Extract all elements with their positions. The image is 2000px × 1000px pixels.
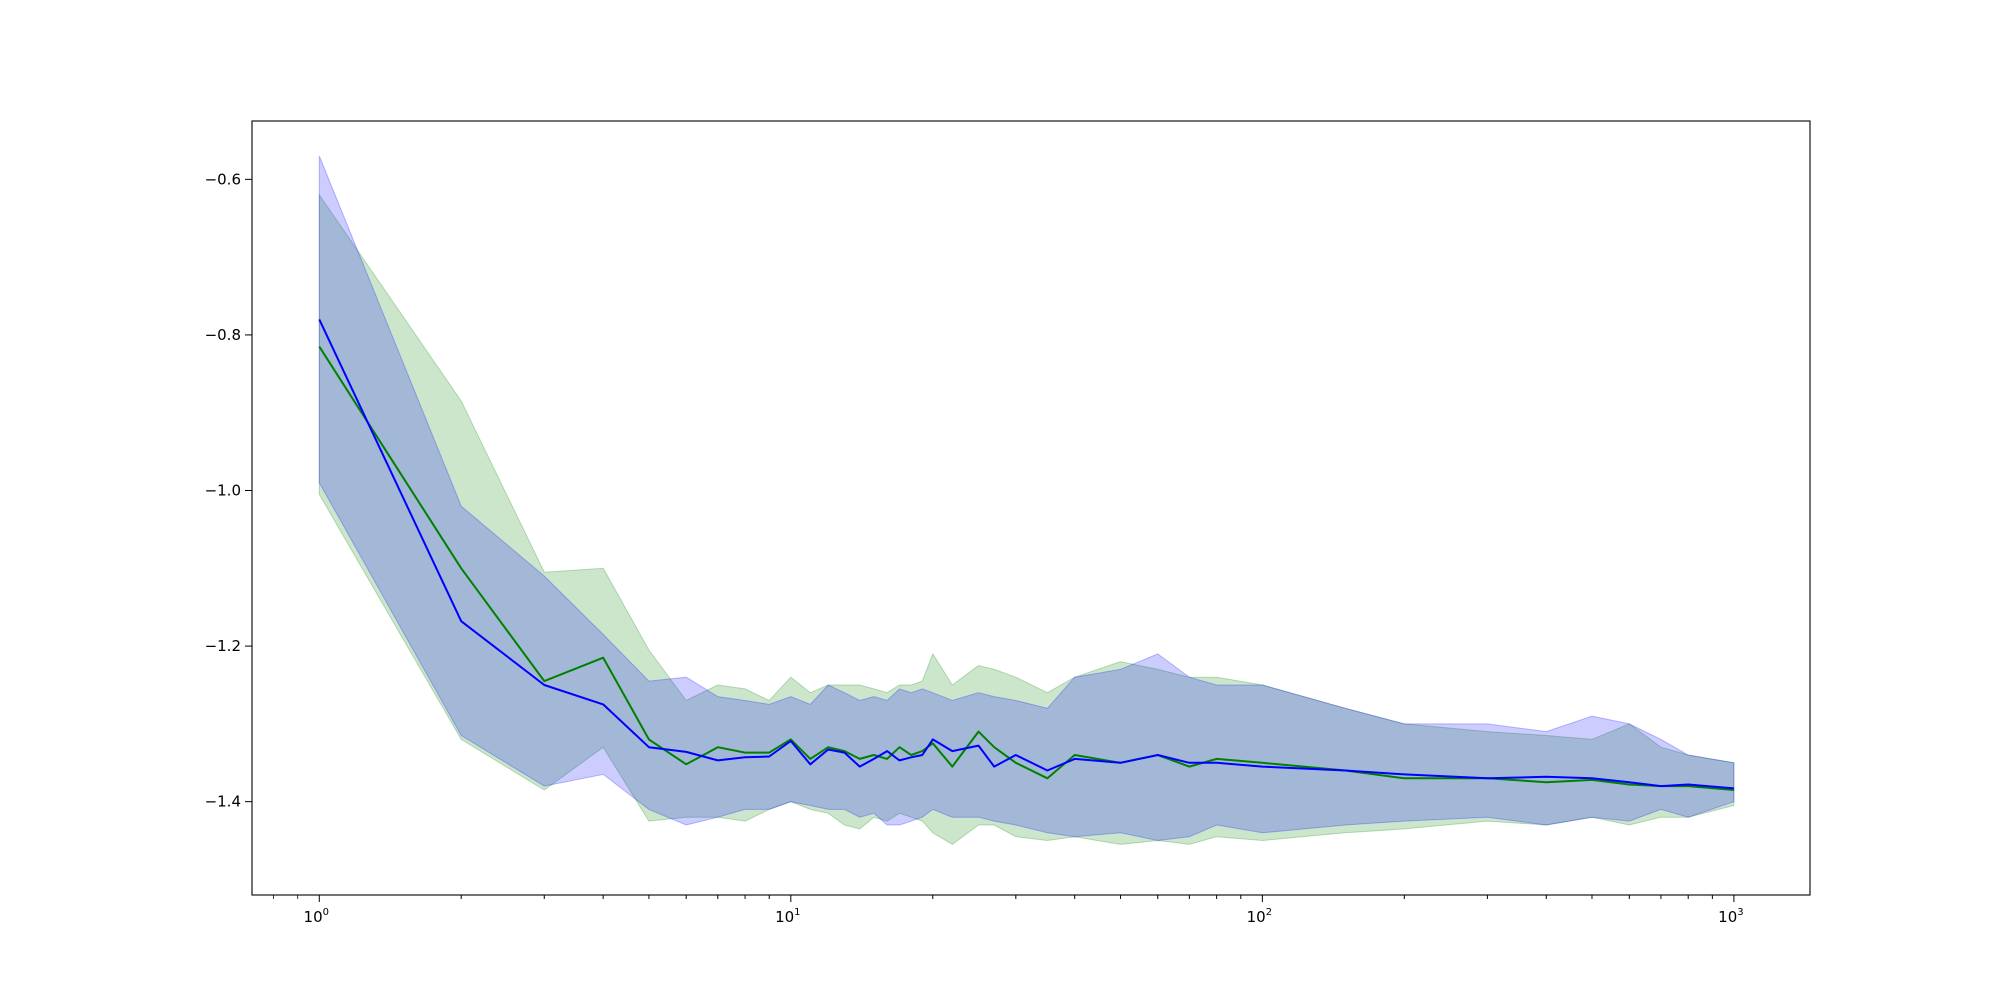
x-tick-label-base: 10 xyxy=(1247,908,1266,926)
x-tick-label-base: 10 xyxy=(1718,908,1737,926)
x-tick-label: 100 xyxy=(304,907,329,926)
x-tick-label-exponent: 0 xyxy=(323,907,329,918)
y-tick-label: −1.0 xyxy=(205,481,241,499)
y-tick-label: −1.4 xyxy=(205,793,241,811)
y-tick-label: −0.8 xyxy=(205,326,241,344)
y-tick-label: −0.6 xyxy=(205,170,241,188)
x-tick-label-exponent: 3 xyxy=(1737,907,1743,918)
x-tick-label-base: 10 xyxy=(304,908,323,926)
x-tick-label-exponent: 2 xyxy=(1266,907,1272,918)
x-tick-label: 101 xyxy=(775,907,800,926)
x-tick-label-exponent: 1 xyxy=(794,907,800,918)
series-0-line xyxy=(318,346,1734,791)
x-tick-label-base: 10 xyxy=(775,908,794,926)
axes-frame xyxy=(251,120,1811,896)
x-tick-label: 102 xyxy=(1247,907,1272,926)
series-1-band xyxy=(318,155,1735,842)
series-1-line xyxy=(318,318,1734,790)
y-tick-label: −1.2 xyxy=(205,637,241,655)
plot-area xyxy=(318,155,1735,845)
x-axis: 100 101 102 103 xyxy=(273,895,1744,926)
y-axis: −0.6 −0.8 −1.0 −1.2 −1.4 xyxy=(205,170,252,811)
x-tick-label: 103 xyxy=(1718,907,1743,926)
